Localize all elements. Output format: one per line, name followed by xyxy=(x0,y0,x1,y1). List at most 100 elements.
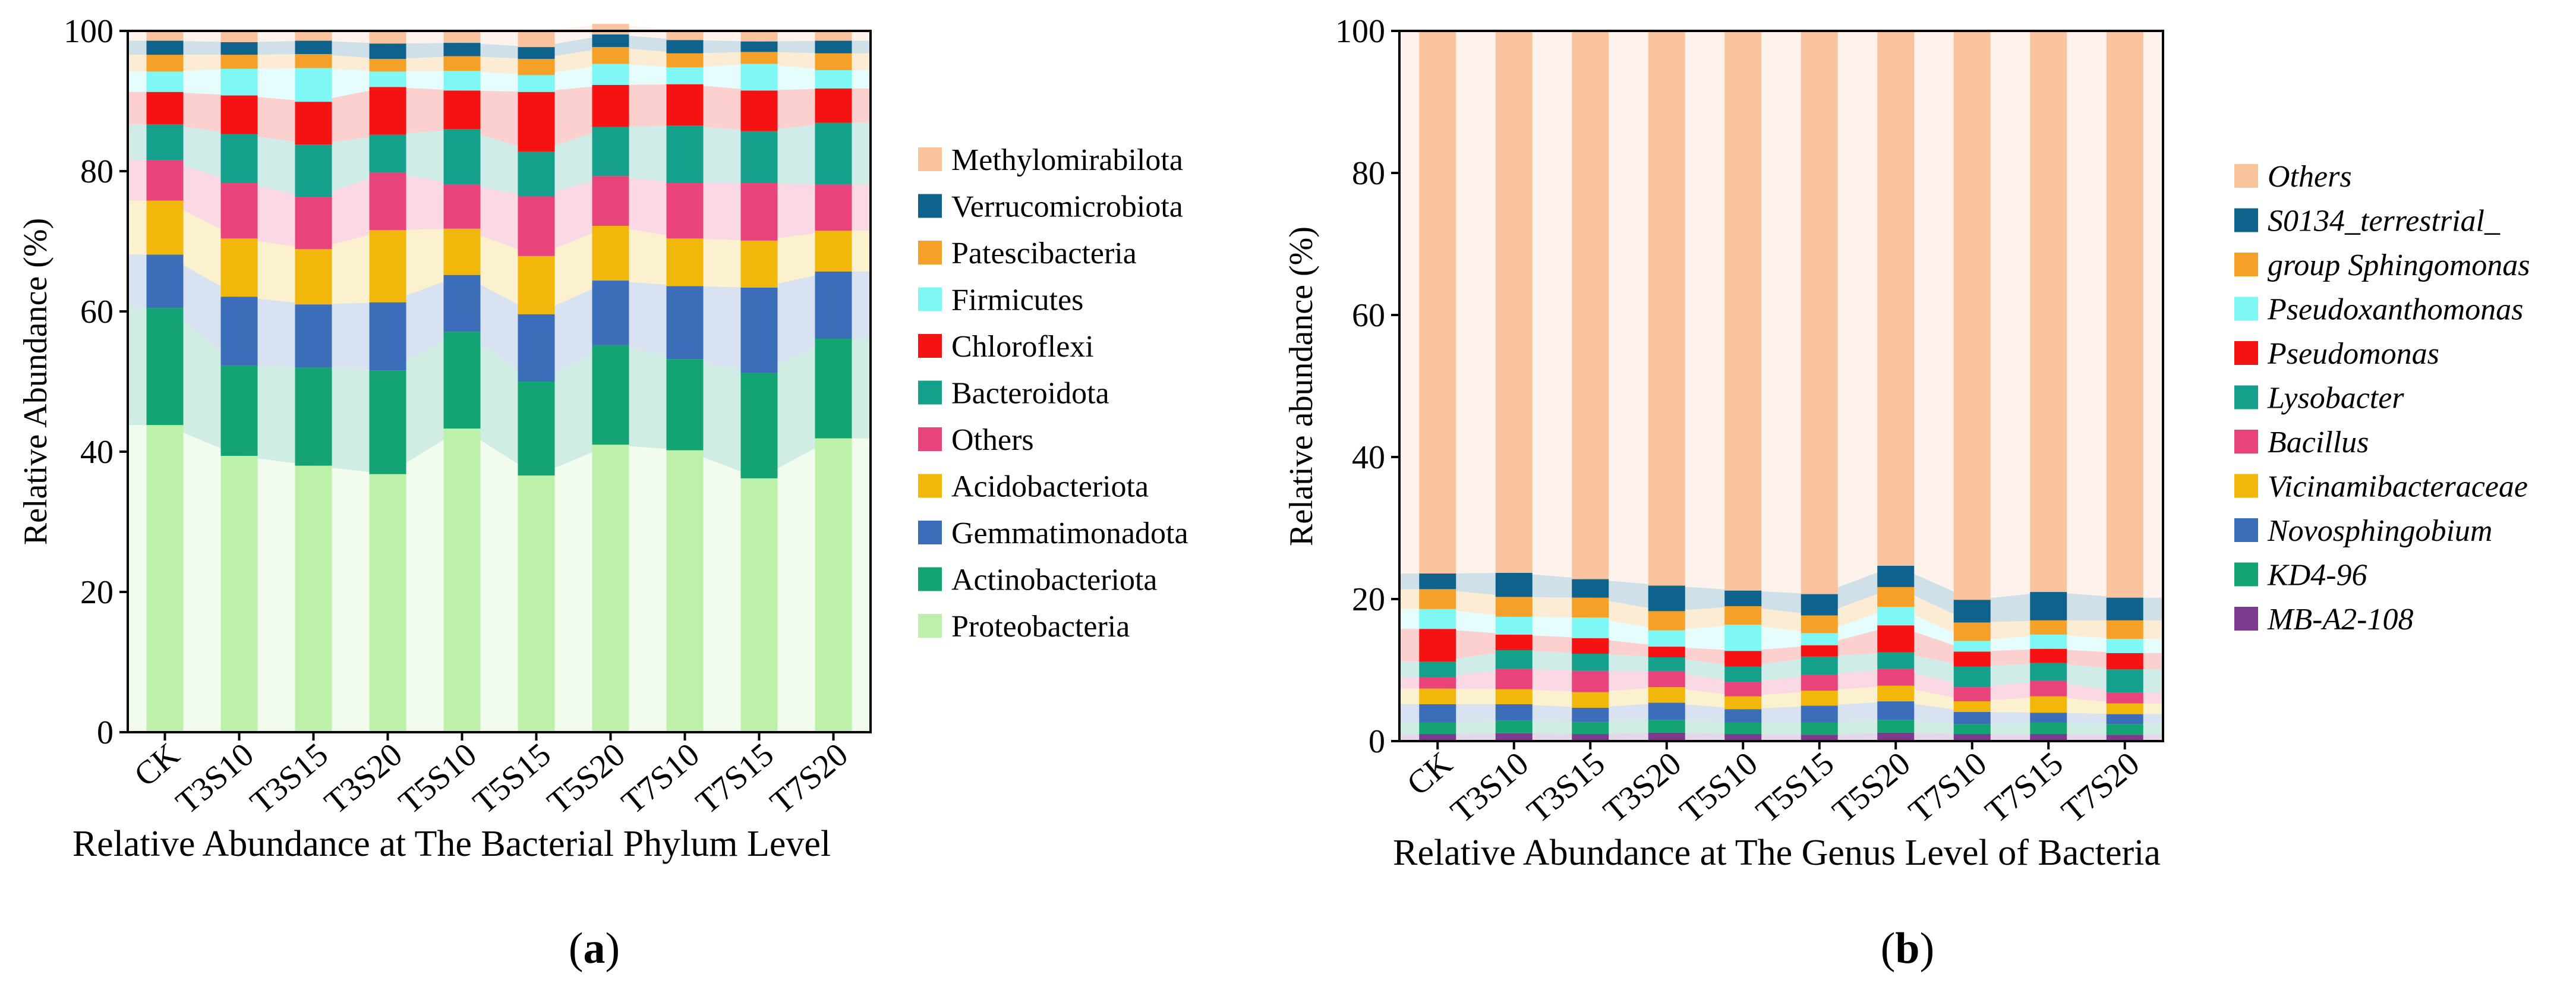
bar-segment-mb-a2-108-t5s10 xyxy=(1724,734,1762,741)
bar-segment-proteobacteria-t7s15 xyxy=(740,478,778,732)
bar-segment-vicinamibacteraceae-t3s10 xyxy=(1495,689,1533,704)
bar-segment-novosphingobium-t3s15 xyxy=(1572,707,1609,722)
bar-segment-bacillus-ck xyxy=(1419,677,1456,689)
bar-segment-firmicutes-t5s15 xyxy=(518,75,555,92)
bar-segment-chloroflexi-t7s20 xyxy=(815,88,852,123)
bar-segment-lysobacter-t3s15 xyxy=(1572,654,1609,671)
bar-segment-bacillus-t3s20 xyxy=(1648,671,1685,688)
bar-segment-firmicutes-t7s20 xyxy=(815,70,852,89)
x-axis-ticks: CKT3S10T3S15T3S20T5S10T5S15T5S20T7S10T7S… xyxy=(127,732,855,821)
bar-segment-actinobacteriota-t5s15 xyxy=(518,382,555,476)
bars xyxy=(1419,31,2143,741)
bar-segment-kd4-96-t7s20 xyxy=(2106,724,2143,735)
bar-segment-chloroflexi-t3s15 xyxy=(295,102,332,145)
bar-segment-others-t7s15 xyxy=(740,183,778,241)
bar-segment-actinobacteriota-t3s20 xyxy=(369,370,406,474)
bar-segment-kd4-96-t3s20 xyxy=(1648,720,1685,733)
bar-segment-s0134-terrestrial-group-t5s10 xyxy=(1724,590,1762,606)
bar-segment-gemmatimonadota-t7s10 xyxy=(666,286,704,360)
bar-segment-firmicutes-t7s15 xyxy=(740,64,778,91)
x-tick-label-t3s10: T3S10 xyxy=(1444,745,1535,830)
legend-swatch-pseudomonas xyxy=(2234,341,2258,365)
bar-segment-patescibacteria-t5s10 xyxy=(443,56,481,71)
bar-segment-s0134-terrestrial-group-t3s10 xyxy=(1495,572,1533,597)
legend: Methylomirabilota Verrucomicrobiota Patesc… xyxy=(918,143,1188,644)
legend-swatch-others xyxy=(918,427,942,451)
band-methylomirabilota xyxy=(128,24,871,48)
bar-segment-gemmatimonadota-t3s10 xyxy=(220,297,258,366)
chart-panel-b: 0 20 40 60 80 100 CKT3S10T3S15T3S20T5S10T5S15… xyxy=(1283,13,2530,973)
bar-segment-proteobacteria-t5s10 xyxy=(443,429,481,732)
bar-segment-proteobacteria-t3s10 xyxy=(220,456,258,732)
bar-segment-actinobacteriota-t7s15 xyxy=(740,373,778,478)
bar-segment-lysobacter-t7s20 xyxy=(2106,669,2143,693)
bar-segment-chloroflexi-t5s20 xyxy=(592,84,629,127)
bar-segment-chloroflexi-t7s15 xyxy=(740,90,778,131)
bar-segment-verrucomicrobiota-t5s10 xyxy=(443,43,481,56)
bar-segment-sphingomonas-t5s20 xyxy=(1877,587,1915,607)
bar-segment-novosphingobium-t5s10 xyxy=(1724,709,1762,723)
bar-segment-sphingomonas-ck xyxy=(1419,589,1456,609)
legend-label-bacteroidota: Bacteroidota xyxy=(951,377,1109,411)
bar-segment-kd4-96-t5s15 xyxy=(1801,722,1838,735)
bar-segment-patescibacteria-t5s15 xyxy=(518,59,555,75)
bar-segment-bacteroidota-t3s15 xyxy=(295,144,332,197)
bar-segment-lysobacter-t7s15 xyxy=(2030,663,2067,681)
bar-segment-pseudoxanthomonas-t3s10 xyxy=(1495,616,1533,635)
bar-segment-novosphingobium-t7s10 xyxy=(1953,712,1991,724)
bar-segment-mb-a2-108-t3s10 xyxy=(1495,733,1533,741)
bar-segment-acidobacteriota-t7s20 xyxy=(815,231,852,272)
legend-label-vicinamibacteraceae: Vicinamibacteraceae xyxy=(2268,470,2528,504)
bar-segment-bacillus-t5s10 xyxy=(1724,682,1762,697)
panel-label: (a) xyxy=(569,924,620,973)
bar-segment-vicinamibacteraceae-t7s10 xyxy=(1953,701,1991,713)
bar-segment-kd4-96-t5s10 xyxy=(1724,722,1762,735)
bar-segment-patescibacteria-t7s10 xyxy=(666,53,704,68)
bar-segment-verrucomicrobiota-t5s15 xyxy=(518,47,555,59)
bar-segment-gemmatimonadota-t7s15 xyxy=(740,287,778,373)
bar-segment-pseudomonas-ck xyxy=(1419,629,1456,662)
bar-segment-s0134-terrestrial-group-t5s15 xyxy=(1801,594,1838,616)
bar-segment-lysobacter-t5s15 xyxy=(1801,656,1838,675)
legend-swatch-actinobacteriota xyxy=(918,567,942,591)
bar-segment-firmicutes-t5s10 xyxy=(443,71,481,91)
legend-swatch-kd4-96 xyxy=(2234,562,2258,587)
bar-segment-bacteroidota-t3s20 xyxy=(369,134,406,173)
bar-segment-pseudoxanthomonas-t5s20 xyxy=(1877,607,1915,626)
bar-segment-acidobacteriota-t3s10 xyxy=(220,238,258,297)
bar-segment-mb-a2-108-ck xyxy=(1419,734,1456,741)
bar-segment-others-ck xyxy=(146,160,184,201)
bar-segment-sphingomonas-t3s15 xyxy=(1572,597,1609,618)
plot-frame xyxy=(1398,30,2164,742)
bar-segment-acidobacteriota-t3s15 xyxy=(295,248,332,305)
bar-segment-kd4-96-t3s10 xyxy=(1495,720,1533,733)
bar-segment-bacteroidota-t5s10 xyxy=(443,129,481,185)
bar-segment-pseudomonas-t3s10 xyxy=(1495,634,1533,651)
bar-segment-actinobacteriota-t7s10 xyxy=(666,359,704,450)
bar-segment-pseudoxanthomonas-ck xyxy=(1419,609,1456,629)
legend-label-kd4-96: KD4-96 xyxy=(2267,559,2367,593)
y-axis-label: Relative Abundance (%) xyxy=(17,218,54,545)
bar-segment-actinobacteriota-t3s15 xyxy=(295,367,332,466)
legend-swatch-methylomirabilota xyxy=(918,147,942,171)
bar-segment-methylomirabilota-t7s20 xyxy=(815,31,852,41)
bar-segment-sphingomonas-t7s15 xyxy=(2030,620,2067,635)
bar-segment-acidobacteriota-t5s10 xyxy=(443,228,481,275)
bar-segment-firmicutes-t3s10 xyxy=(220,68,258,96)
bar-segment-actinobacteriota-t7s20 xyxy=(815,339,852,439)
bar-segment-mb-a2-108-t5s15 xyxy=(1801,735,1838,741)
y-tick-label: 40 xyxy=(1352,439,1385,476)
x-tick-label-t3s20: T3S20 xyxy=(1597,745,1688,830)
chart-panel-a: 0 20 40 60 80 100 CKT3S10T3S15T3S20T5S10T5S15… xyxy=(17,13,1188,973)
bar-segment-pseudoxanthomonas-t7s10 xyxy=(1953,641,1991,652)
bar-segment-proteobacteria-t5s15 xyxy=(518,475,555,732)
bar-segment-vicinamibacteraceae-t5s20 xyxy=(1877,685,1915,702)
legend-label-mb-a2-108: MB-A2-108 xyxy=(2267,603,2413,637)
bar-segment-pseudomonas-t5s10 xyxy=(1724,651,1762,667)
bar-segment-novosphingobium-t7s20 xyxy=(2106,714,2143,724)
bar-segment-methylomirabilota-t3s20 xyxy=(369,31,406,44)
bar-segment-bacteroidota-t7s15 xyxy=(740,131,778,184)
bar-segment-methylomirabilota-t5s15 xyxy=(518,31,555,48)
legend-swatch-others xyxy=(2234,164,2258,188)
bar-segment-chloroflexi-t5s10 xyxy=(443,90,481,130)
